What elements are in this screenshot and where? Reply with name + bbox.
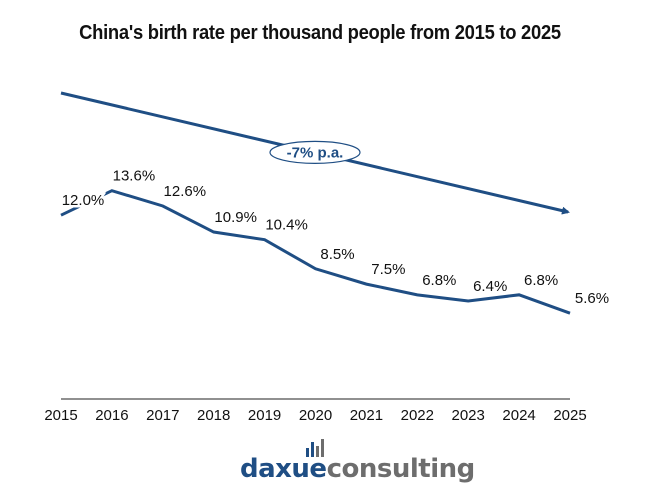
logo-bars-icon	[306, 439, 324, 457]
series-line-group	[60, 189, 571, 315]
logo-wordmark: daxueconsulting	[240, 454, 475, 484]
data-label-2017: 12.6%	[164, 183, 207, 200]
x-tick-2017: 2017	[146, 407, 179, 424]
x-tick-2016: 2016	[95, 407, 128, 424]
x-tick-2022: 2022	[401, 407, 434, 424]
x-tick-2023: 2023	[452, 407, 485, 424]
data-label-2019: 10.4%	[265, 217, 308, 234]
x-tick-2015: 2015	[44, 407, 77, 424]
logo-daxue: daxue	[240, 454, 327, 484]
data-label-2025: 5.6%	[575, 290, 609, 307]
data-label-2021: 7.5%	[371, 261, 405, 278]
data-label-2016: 13.6%	[113, 168, 156, 185]
trend-annotation-text: -7% p.a.	[287, 144, 344, 161]
data-label-2020: 8.5%	[320, 246, 354, 263]
data-label-2024: 6.8%	[524, 272, 558, 289]
data-label-2023: 6.4%	[473, 278, 507, 295]
x-tick-2021: 2021	[350, 407, 383, 424]
data-label-2015: 12.0%	[62, 192, 105, 209]
trend-arrow: -7% p.a.	[60, 91, 570, 215]
trend-annotation-badge	[269, 140, 361, 164]
x-tick-2024: 2024	[502, 407, 535, 424]
x-tick-2025: 2025	[553, 407, 586, 424]
brand-logo: daxueconsulting	[0, 436, 655, 486]
x-tick-2019: 2019	[248, 407, 281, 424]
x-tick-2020: 2020	[299, 407, 332, 424]
data-labels: 12.0% 13.6% 12.6% 10.9% 10.4% 8.5% 7.5% 6.8% 6.4…	[59, 165, 611, 310]
chart-title: China's birth rate per thousand people f…	[79, 22, 561, 44]
logo-consulting: consulting	[326, 454, 476, 484]
data-label-2022: 6.8%	[422, 272, 456, 289]
data-label-2018: 10.9%	[214, 209, 257, 226]
line-chart: -7% p.a. 12.0% 13.6% 12.6% 10.9% 10.4% 8.5% 7.…	[44, 91, 611, 424]
x-tick-labels: 2015 2016 2017 2018 2019 2020 2021 2022 2023 2024…	[44, 407, 586, 424]
x-tick-2018: 2018	[197, 407, 230, 424]
